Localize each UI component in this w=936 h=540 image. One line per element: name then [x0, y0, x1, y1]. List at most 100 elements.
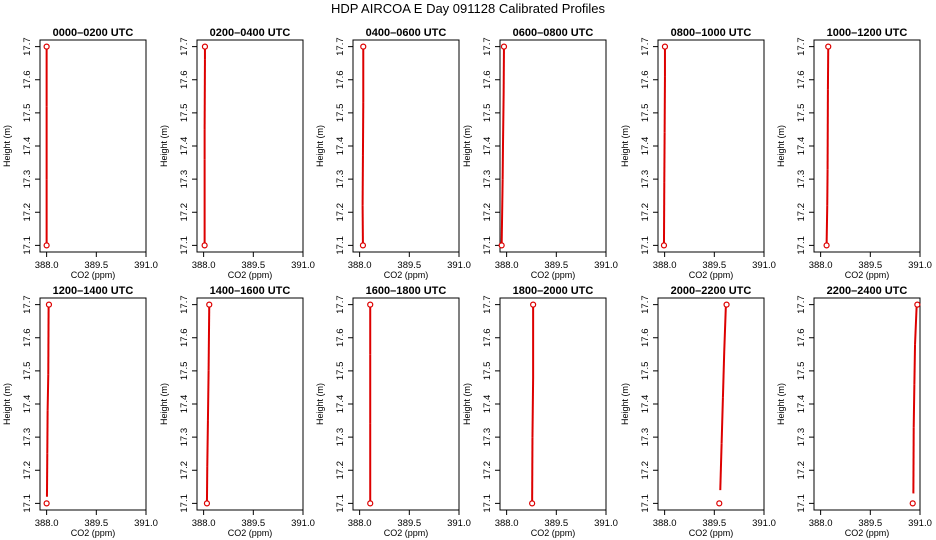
- y-tick-label: 17.7: [22, 37, 33, 56]
- x-tick-label: 391.0: [908, 518, 932, 529]
- y-tick-label: 17.2: [179, 203, 190, 222]
- y-tick-label: 17.4: [796, 395, 807, 414]
- y-tick-label: 17.5: [179, 104, 190, 123]
- y-tick-label: 17.6: [482, 329, 493, 348]
- panel-12: 2200–2400 UTC 388.0 389.5 391.0 CO2 (ppm) 17.…: [776, 285, 932, 538]
- y-tick-label: 17.3: [640, 170, 651, 189]
- x-tick-label: 389.5: [858, 518, 882, 529]
- endpoint-marker: [367, 500, 374, 507]
- endpoint-marker: [201, 43, 209, 50]
- y-tick-label: 17.6: [179, 71, 190, 90]
- panel-title: 2200–2400 UTC: [827, 285, 908, 297]
- endpoint-marker: [498, 242, 505, 249]
- y-tick-label: 17.7: [482, 37, 493, 56]
- y-tick-label: 17.3: [179, 428, 190, 447]
- y-tick-label: 17.2: [482, 461, 493, 480]
- y-tick-label: 17.3: [796, 428, 807, 447]
- x-axis-label: CO2 (ppm): [689, 528, 734, 538]
- endpoint-marker: [206, 301, 213, 308]
- y-axis-label: Height (m): [315, 383, 325, 425]
- plot-frame: [657, 297, 765, 511]
- y-tick-label: 17.4: [482, 137, 493, 156]
- panel-title: 1600–1800 UTC: [366, 285, 447, 297]
- x-tick-label: 389.5: [241, 260, 265, 271]
- x-tick-label: 388.0: [35, 518, 59, 529]
- panel-title: 0600–0800 UTC: [513, 27, 594, 39]
- x-tick-label: 389.5: [858, 260, 882, 271]
- endpoint-marker: [360, 43, 367, 50]
- y-tick-label: 17.2: [335, 461, 346, 480]
- x-tick-label: 391.0: [752, 518, 776, 529]
- plot-frame: [39, 297, 147, 511]
- y-tick-label: 17.6: [335, 329, 346, 348]
- endpoint-marker: [723, 301, 730, 308]
- y-tick-label: 17.5: [22, 362, 33, 381]
- y-tick-label: 17.1: [640, 494, 651, 513]
- y-tick-label: 17.6: [22, 71, 33, 90]
- profile-segment: [500, 179, 504, 246]
- y-tick-label: 17.3: [22, 428, 33, 447]
- y-tick-label: 17.2: [179, 461, 190, 480]
- y-axis-label: Height (m): [159, 383, 169, 425]
- profile-segment: [720, 397, 724, 444]
- panel-title: 1400–1600 UTC: [210, 285, 291, 297]
- profile-segment: [531, 377, 535, 438]
- y-tick-label: 17.4: [796, 137, 807, 156]
- x-tick-label: 388.0: [348, 518, 372, 529]
- panel-title: 1000–1200 UTC: [827, 27, 908, 39]
- x-tick-label: 391.0: [291, 260, 315, 271]
- endpoint-marker: [500, 43, 508, 50]
- x-tick-label: 391.0: [594, 260, 618, 271]
- endpoint-marker: [529, 500, 536, 507]
- plot-frame: [499, 297, 607, 511]
- y-axis-label: Height (m): [620, 383, 630, 425]
- x-axis-label: CO2 (ppm): [71, 528, 116, 538]
- x-tick-label: 389.5: [702, 260, 726, 271]
- y-tick-label: 17.2: [640, 461, 651, 480]
- y-tick-label: 17.1: [640, 236, 651, 255]
- y-tick-label: 17.4: [179, 395, 190, 414]
- x-axis-label: CO2 (ppm): [71, 270, 116, 280]
- panel-5: 0800–1000 UTC 388.0 389.5 391.0 CO2 (ppm) 17.…: [620, 27, 776, 280]
- y-tick-label: 17.1: [179, 236, 190, 255]
- y-tick-label: 17.4: [179, 137, 190, 156]
- profile-segment: [721, 350, 726, 398]
- endpoint-marker: [914, 301, 921, 308]
- panel-title: 0000–0200 UTC: [53, 27, 134, 39]
- y-tick-label: 17.3: [335, 428, 346, 447]
- endpoint-marker: [203, 500, 211, 507]
- x-axis-label: CO2 (ppm): [384, 270, 429, 280]
- x-axis-label: CO2 (ppm): [689, 270, 734, 280]
- panel-11: 2000–2200 UTC 388.0 389.5 391.0 CO2 (ppm) 17.…: [620, 285, 776, 538]
- y-axis-label: Height (m): [462, 383, 472, 425]
- endpoint-marker: [43, 43, 50, 50]
- endpoint-marker: [367, 301, 374, 308]
- y-tick-label: 17.1: [335, 236, 346, 255]
- x-axis-label: CO2 (ppm): [228, 270, 273, 280]
- x-tick-label: 388.0: [35, 260, 59, 271]
- y-tick-label: 17.6: [22, 329, 33, 348]
- x-tick-label: 389.5: [544, 260, 568, 271]
- y-tick-label: 17.4: [22, 395, 33, 414]
- y-axis-label: Height (m): [776, 125, 786, 167]
- x-tick-label: 391.0: [134, 518, 158, 529]
- y-tick-label: 17.5: [179, 362, 190, 381]
- endpoint-marker: [43, 242, 50, 249]
- profile-segment: [206, 370, 210, 421]
- y-tick-label: 17.3: [335, 170, 346, 189]
- x-tick-label: 388.0: [653, 518, 677, 529]
- plot-frame: [196, 39, 304, 253]
- y-tick-label: 17.7: [335, 37, 346, 56]
- y-tick-label: 17.5: [22, 104, 33, 123]
- panel-6: 1000–1200 UTC 388.0 389.5 391.0 CO2 (ppm) 17.…: [776, 27, 932, 280]
- x-tick-label: 389.5: [84, 260, 108, 271]
- x-tick-label: 388.0: [348, 260, 372, 271]
- y-tick-label: 17.3: [482, 428, 493, 447]
- y-tick-label: 17.3: [22, 170, 33, 189]
- y-tick-label: 17.1: [335, 494, 346, 513]
- panel-4: 0600–0800 UTC 388.0 389.5 391.0 CO2 (ppm) 17.…: [462, 27, 618, 280]
- y-tick-label: 17.1: [22, 236, 33, 255]
- endpoint-marker: [43, 500, 50, 507]
- plot-frame: [39, 39, 147, 253]
